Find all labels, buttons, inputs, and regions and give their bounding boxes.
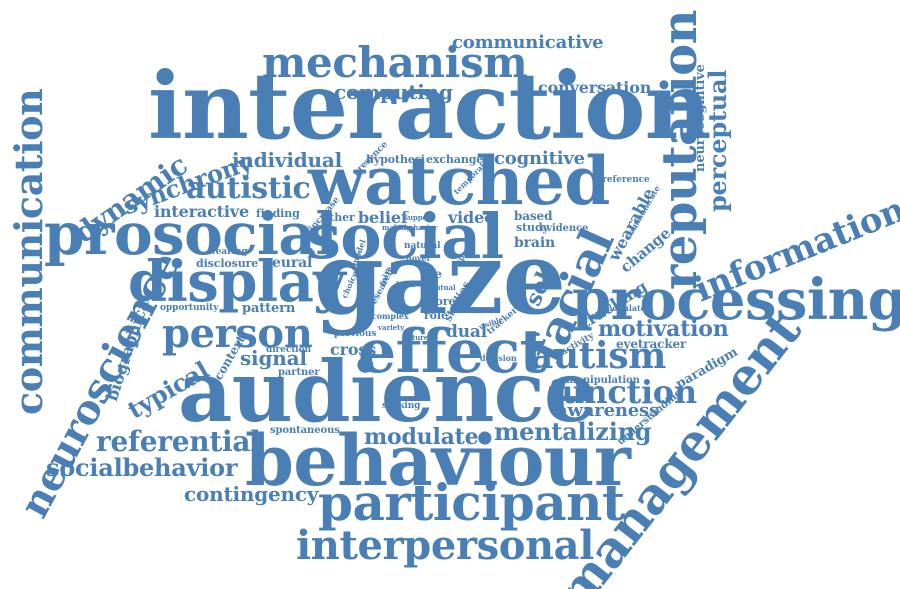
word-novel: novel	[406, 253, 430, 263]
word-dual: dual	[446, 322, 488, 342]
word-evidence: evidence	[540, 223, 589, 234]
word-mutual: mutual	[428, 283, 456, 292]
word-awareness: awareness	[556, 400, 659, 421]
word-display: display	[128, 249, 346, 315]
word-task: task	[396, 279, 415, 289]
word-mentalizing: mentalizing	[494, 417, 652, 446]
word-manipulation: manipulation	[566, 375, 640, 386]
word-partner: partner	[278, 367, 320, 378]
word-social: social	[306, 200, 504, 273]
word-future: future	[404, 333, 429, 342]
word-finding: finding	[256, 207, 300, 220]
word-preference: preference	[596, 175, 650, 185]
word-neurocognitive: neurocognitive	[693, 64, 708, 172]
word-eye: eye	[420, 267, 442, 281]
word-belief: belief	[358, 208, 408, 227]
word-autistic: autistic	[186, 171, 311, 206]
word-seeking: seeking	[382, 401, 421, 411]
word-prosocial: prosocial	[44, 200, 337, 268]
word-video: video	[448, 208, 495, 227]
word-decision: decision	[480, 353, 517, 363]
word-previous: previous	[334, 329, 377, 339]
word-neural: neural	[262, 255, 313, 271]
word-role: role	[424, 309, 448, 322]
word-participant: participant	[318, 473, 625, 532]
word-cognitive: cognitive	[494, 148, 585, 169]
word-more: more	[424, 295, 456, 308]
word-individual: individual	[232, 148, 343, 172]
word-audience: audience	[178, 342, 597, 441]
word-natural: natural	[404, 241, 441, 251]
word-brain: brain	[514, 235, 556, 251]
word-interactive: interactive	[154, 202, 250, 221]
word-making: making	[382, 223, 412, 232]
word-computing: computing	[334, 80, 453, 104]
word-effect: effect	[358, 317, 547, 387]
word-referential: referential	[96, 425, 261, 458]
word-variety: variety	[378, 323, 405, 332]
word-motivation: motivation	[598, 316, 729, 342]
word-modulate: modulate	[364, 424, 479, 450]
word-gaze: gaze	[314, 219, 566, 337]
word-based: based	[514, 209, 553, 223]
word-signal: signal	[240, 346, 307, 370]
word-behavior: behavior	[404, 223, 438, 232]
word-communicative: communicative	[452, 32, 604, 53]
word-autism: autism	[530, 335, 667, 377]
word-interpersonal: interpersonal	[296, 522, 594, 569]
word-direction: direction	[266, 345, 311, 355]
word-communication: communication	[6, 88, 51, 415]
word-hypothesi: hypothesi	[366, 153, 425, 166]
word-spontaneous: spontaneous	[270, 425, 340, 436]
word-support: support	[404, 213, 434, 222]
word-mechanism: mechanism	[262, 38, 528, 87]
word-function: function	[548, 373, 697, 411]
word-contingency: contingency	[184, 482, 319, 506]
word-other: other	[322, 211, 355, 224]
word-processing: processing	[572, 267, 900, 333]
word-opportunity: opportunity	[160, 303, 219, 313]
word-interaction: interaction	[148, 52, 711, 160]
word-pattern: pattern	[242, 301, 296, 316]
word-conversation: conversation	[538, 78, 652, 97]
word-disclosure: disclosure	[196, 257, 259, 270]
word-complex: complex	[372, 311, 409, 321]
word-exchange: exchange	[426, 153, 484, 166]
word-wearing: wearing	[208, 247, 248, 257]
word-eyetracker: eyetracker	[616, 337, 687, 351]
word-behaviour: behaviour	[245, 419, 631, 502]
word-person: person	[162, 310, 313, 357]
word-watched: watched	[308, 142, 610, 220]
word-modulator: modulator	[604, 303, 650, 313]
word-socialbehavior: socialbehavior	[46, 453, 238, 482]
word-study: study	[516, 221, 549, 234]
word-perceptual: perceptual	[703, 69, 732, 212]
word-cross: cross	[330, 340, 377, 359]
